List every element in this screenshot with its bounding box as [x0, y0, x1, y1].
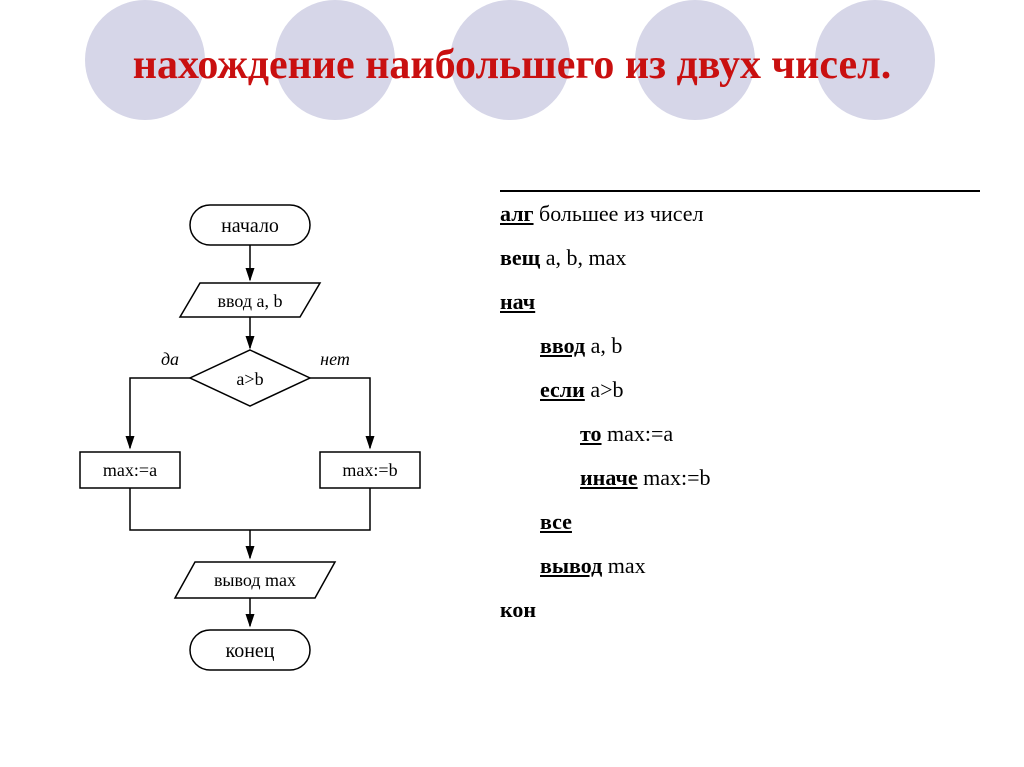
- flowchart-svg: начало ввод a, b a>b да нет max:=a ma: [0, 190, 480, 710]
- algo-line-1: вещ a, b, max: [500, 236, 980, 280]
- algo-line-5: то max:=a: [500, 412, 980, 456]
- algo-line-0: алг большее из чисел: [500, 192, 980, 236]
- algo-line-7: все: [500, 500, 980, 544]
- algorithm-text: алг большее из чисел вещ a, b, max нач в…: [500, 190, 980, 710]
- node-decision-label: a>b: [236, 369, 263, 389]
- algo-line-3: ввод a, b: [500, 324, 980, 368]
- node-input-label: ввод a, b: [217, 291, 282, 311]
- node-assign-b-label: max:=b: [342, 460, 397, 480]
- content-area: начало ввод a, b a>b да нет max:=a ma: [0, 190, 1024, 710]
- node-start-label: начало: [221, 215, 279, 237]
- algo-line-4: если a>b: [500, 368, 980, 412]
- flowchart: начало ввод a, b a>b да нет max:=a ma: [0, 190, 480, 710]
- page-title: нахождение наибольшего из двух чисел.: [0, 40, 1024, 90]
- node-output-label: вывод max: [214, 570, 296, 590]
- branch-yes-label: да: [161, 349, 179, 369]
- branch-no-label: нет: [320, 349, 350, 369]
- algo-line-6: иначе max:=b: [500, 456, 980, 500]
- algo-line-2: нач: [500, 280, 980, 324]
- node-assign-a-label: max:=a: [103, 460, 157, 480]
- algo-line-8: вывод max: [500, 544, 980, 588]
- background-circles: [0, 0, 1024, 200]
- node-end-label: конец: [226, 640, 275, 662]
- algo-line-9: кон: [500, 588, 980, 632]
